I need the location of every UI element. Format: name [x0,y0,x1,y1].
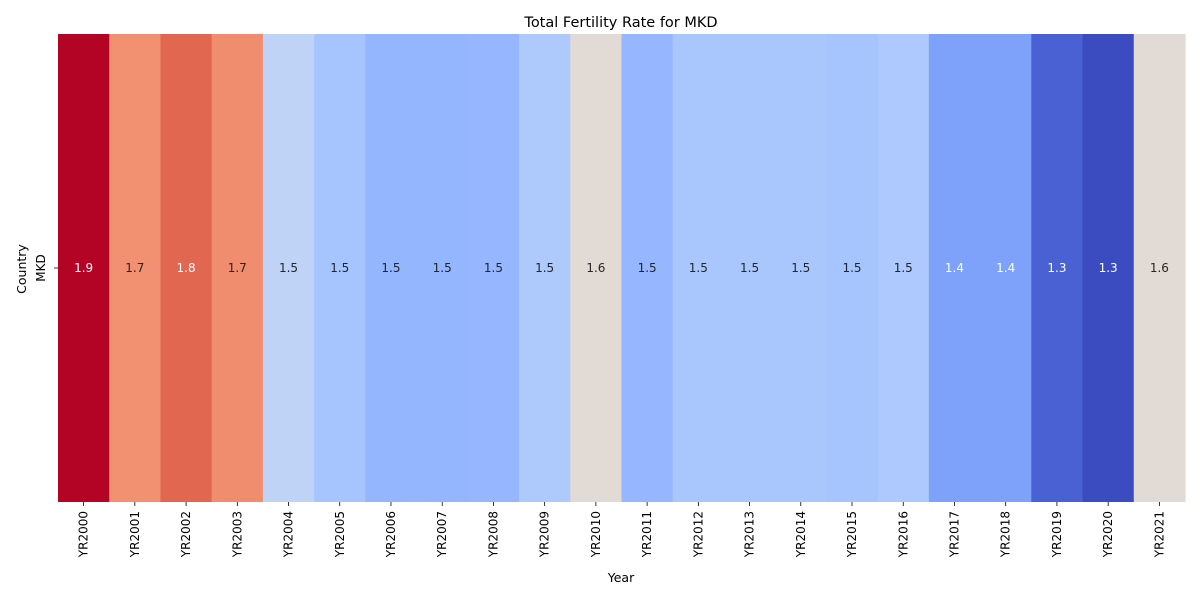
cell-value-label: 1.5 [381,261,400,275]
cell-value-label: 1.5 [535,261,554,275]
x-tick-label: YR2006 [384,511,398,558]
cell-value-label: 1.3 [1099,261,1118,275]
heatmap-cell-yr2012 [672,34,725,502]
x-tick-label: YR2021 [1152,511,1166,558]
x-tick-label: YR2017 [947,511,961,558]
x-tick-label: YR2015 [845,511,859,558]
heatmap-cell-yr2007 [416,34,469,502]
x-tick-label: YR2012 [691,511,705,558]
heatmap-cell-yr2011 [621,34,674,502]
cell-value-label: 1.7 [228,261,247,275]
cell-value-label: 1.3 [1047,261,1066,275]
x-tick-label: YR2001 [128,511,142,558]
x-tick-label: YR2003 [230,511,244,558]
heatmap-cell-yr2015 [826,34,879,502]
heatmap-cell-yr2021 [1133,34,1186,502]
x-tick-label: YR2011 [640,511,654,558]
heatmap-cell-yr2019 [1031,34,1084,502]
cell-value-label: 1.5 [279,261,298,275]
heatmap-cell-yr2004 [262,34,315,502]
heatmap-cell-yr2016 [877,34,930,502]
cell-value-label: 1.5 [689,261,708,275]
x-tick-label: YR2004 [282,511,296,558]
cell-value-labels: 1.9 1.7 1.8 1.7 1.5 1.5 1.5 1.5 1.5 1.5 1.6 1.5 1.5 1… [74,261,1169,275]
heatmap-cell-yr2000 [58,34,110,502]
heatmap-cells [58,34,1186,502]
x-tick-label: YR2007 [435,511,449,558]
x-axis-ticks: YR2000 YR2001 YR2002 YR2003 YR2004 YR2005 YR20… [77,502,1166,558]
heatmap-cell-yr2008 [467,34,520,502]
y-tick-label: MKD [34,254,48,281]
heatmap-cell-yr2010 [570,34,623,502]
cell-value-label: 1.5 [842,261,861,275]
heatmap-cell-yr2013 [723,34,776,502]
cell-value-label: 1.5 [740,261,759,275]
cell-value-label: 1.5 [638,261,657,275]
heatmap-cell-yr2017 [928,34,981,502]
heatmap-cell-yr2001 [109,34,162,502]
cell-value-label: 1.7 [125,261,144,275]
heatmap-cell-yr2005 [314,34,366,502]
x-tick-label: YR2016 [896,511,910,558]
x-tick-label: YR2005 [333,511,347,558]
x-tick-label: YR2000 [77,511,91,558]
x-tick-label: YR2002 [179,511,193,558]
chart-title: Total Fertility Rate for MKD [523,15,717,31]
x-tick-label: YR2008 [486,511,500,558]
cell-value-label: 1.6 [586,261,605,275]
cell-value-label: 1.8 [177,261,196,275]
cell-value-label: 1.6 [1150,261,1169,275]
x-tick-label: YR2010 [589,511,603,558]
cell-value-label: 1.4 [996,261,1015,275]
cell-value-label: 1.5 [484,261,503,275]
cell-value-label: 1.9 [74,261,93,275]
cell-value-label: 1.5 [330,261,349,275]
x-axis-label: Year [607,570,635,585]
cell-value-label: 1.5 [433,261,452,275]
x-tick-label: YR2014 [794,511,808,558]
cell-value-label: 1.5 [791,261,810,275]
heatmap-cell-yr2003 [211,34,264,502]
heatmap-cell-yr2002 [160,34,213,502]
y-axis-ticks: MKD [34,254,58,282]
x-tick-label: YR2013 [743,511,757,558]
x-tick-label: YR2020 [1101,511,1115,558]
cell-value-label: 1.5 [894,261,913,275]
y-axis-label: Country [14,244,29,294]
heatmap-cell-yr2018 [980,34,1032,502]
heatmap-cell-yr2009 [519,34,571,502]
heatmap-cell-yr2006 [365,34,418,502]
x-tick-label: YR2019 [1050,511,1064,558]
heatmap-cell-yr2020 [1082,34,1135,502]
x-tick-label: YR2009 [538,511,552,558]
heatmap-cell-yr2014 [775,34,828,502]
x-tick-label: YR2018 [999,511,1013,558]
cell-value-label: 1.4 [945,261,964,275]
